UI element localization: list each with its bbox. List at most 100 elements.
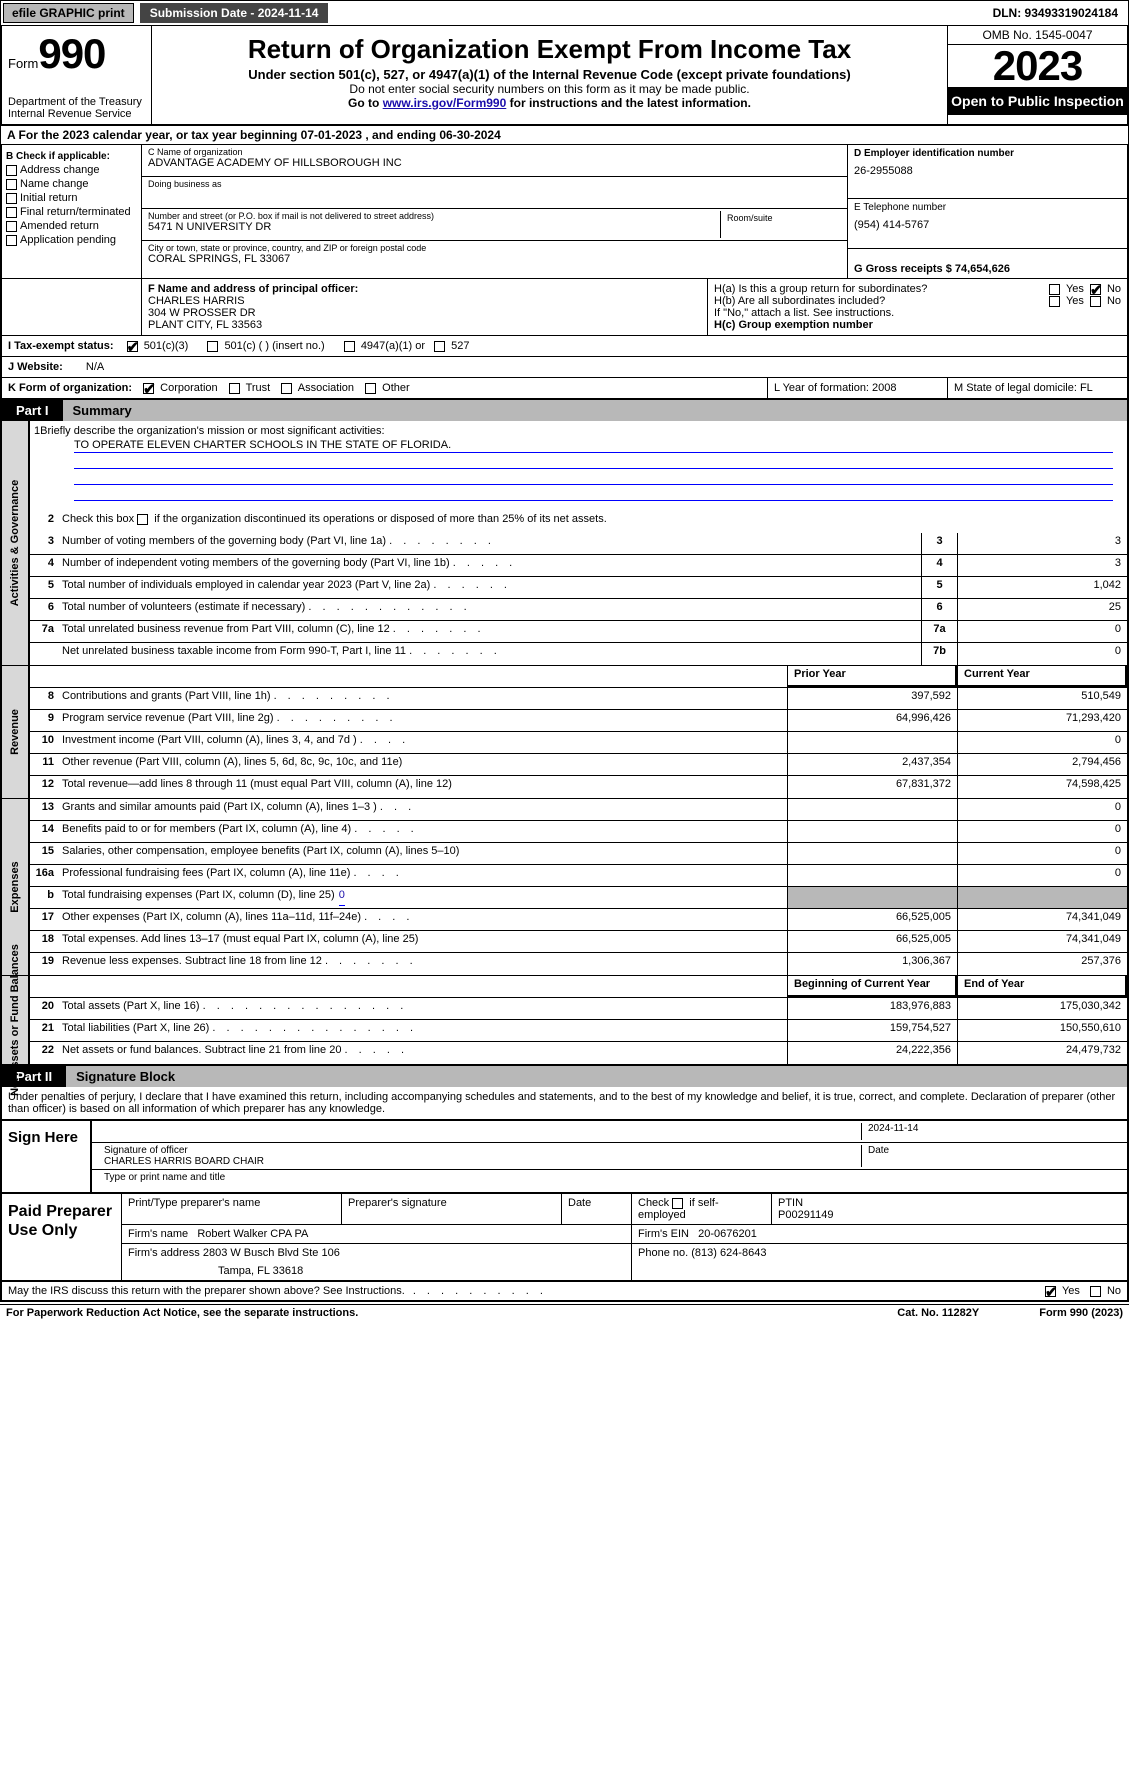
line16b-prior [787, 887, 957, 908]
discuss-no[interactable] [1090, 1286, 1101, 1297]
header-sub1: Under section 501(c), 527, or 4947(a)(1)… [158, 67, 941, 82]
line1-desc: Briefly describe the organization's miss… [40, 425, 384, 437]
discuss-yes[interactable] [1045, 1286, 1056, 1297]
line9-desc: Program service revenue (Part VIII, line… [58, 710, 787, 731]
line6-desc: Total number of volunteers (estimate if … [58, 599, 921, 620]
ha-yes[interactable] [1049, 284, 1060, 295]
no-label: No [1107, 283, 1121, 295]
check-pending[interactable] [6, 235, 17, 246]
check-discontinued[interactable] [137, 514, 148, 525]
form-title: Return of Organization Exempt From Incom… [158, 34, 941, 65]
line16a-desc: Professional fundraising fees (Part IX, … [58, 865, 787, 886]
hb-no[interactable] [1090, 296, 1101, 307]
line7a-box: 7a [921, 621, 957, 642]
suite-label: Room/suite [727, 213, 835, 223]
mission-blank2 [74, 471, 1113, 485]
group-activities: Activities & Governance 1Briefly describ… [0, 421, 1129, 666]
check-4947[interactable] [344, 341, 355, 352]
addr-label: Number and street (or P.O. box if mail i… [148, 211, 720, 221]
line10-num: 10 [30, 732, 58, 753]
efile-print-button[interactable]: efile GRAPHIC print [3, 3, 134, 23]
header-right: OMB No. 1545-0047 2023 Open to Public In… [947, 26, 1127, 124]
check-assoc[interactable] [281, 383, 292, 394]
discuss-yes-label: Yes [1062, 1285, 1080, 1297]
hdr-end: End of Year [957, 976, 1127, 997]
side-revenue: Revenue [2, 666, 30, 798]
line4-desc: Number of independent voting members of … [58, 555, 921, 576]
check-527[interactable] [434, 341, 445, 352]
tel-label: E Telephone number [854, 202, 1121, 213]
check-address[interactable] [6, 165, 17, 176]
check-name[interactable] [6, 179, 17, 190]
line11-desc: Other revenue (Part VIII, column (A), li… [58, 754, 787, 775]
check-other[interactable] [365, 383, 376, 394]
hb-yes[interactable] [1049, 296, 1060, 307]
group-expenses: Expenses 13Grants and similar amounts pa… [0, 799, 1129, 976]
tax-year-range: A For the 2023 calendar year, or tax yea… [0, 126, 1129, 145]
discuss-no-label: No [1107, 1285, 1121, 1297]
side-activities: Activities & Governance [2, 421, 30, 665]
state-domicile: M State of legal domicile: FL [948, 378, 1127, 398]
prep-date-hdr: Date [562, 1194, 632, 1224]
firm-name-cell: Firm's name Robert Walker CPA PA [122, 1225, 632, 1243]
line19-desc: Revenue less expenses. Subtract line 18 … [58, 953, 787, 975]
check-501c[interactable] [207, 341, 218, 352]
check-initial[interactable] [6, 193, 17, 204]
firm-ein-cell: Firm's EIN 20-0676201 [632, 1225, 1127, 1243]
check-self-emp[interactable] [672, 1198, 683, 1209]
sign-here-label: Sign Here [2, 1121, 92, 1192]
opt-corp: Corporation [160, 382, 217, 394]
line19-curr: 257,376 [957, 953, 1127, 975]
check-amended[interactable] [6, 221, 17, 232]
line17-curr: 74,341,049 [957, 909, 1127, 930]
line16b-num: b [30, 887, 58, 908]
opt-initial: Initial return [20, 192, 77, 204]
line21-prior: 159,754,527 [787, 1020, 957, 1041]
open-inspection: Open to Public Inspection [948, 87, 1127, 115]
k-row: K Form of organization: Corporation Trus… [0, 378, 1129, 400]
line16b-desc: Total fundraising expenses (Part IX, col… [58, 887, 787, 908]
check-final[interactable] [6, 207, 17, 218]
line4-val: 3 [957, 555, 1127, 576]
f-h-row: F Name and address of principal officer:… [0, 279, 1129, 336]
line12-prior: 67,831,372 [787, 776, 957, 798]
line15-num: 15 [30, 843, 58, 864]
line16a-curr: 0 [957, 865, 1127, 886]
ha-no[interactable] [1090, 284, 1101, 295]
line20-curr: 175,030,342 [957, 998, 1127, 1019]
line20-num: 20 [30, 998, 58, 1019]
line14-num: 14 [30, 821, 58, 842]
line16a-num: 16a [30, 865, 58, 886]
top-bar: efile GRAPHIC print Submission Date - 20… [0, 0, 1129, 26]
opt-amended: Amended return [20, 220, 99, 232]
col-b-label: B Check if applicable: [6, 151, 137, 162]
line17-prior: 66,525,005 [787, 909, 957, 930]
line6-val: 25 [957, 599, 1127, 620]
city-label: City or town, state or province, country… [148, 243, 841, 253]
yes-label: Yes [1066, 283, 1084, 295]
line14-desc: Benefits paid to or for members (Part IX… [58, 821, 787, 842]
line3-box: 3 [921, 533, 957, 554]
h-block: H(a) Is this a group return for subordin… [707, 279, 1127, 335]
check-trust[interactable] [229, 383, 240, 394]
prep-sig-hdr: Preparer's signature [342, 1194, 562, 1224]
line21-desc: Total liabilities (Part X, line 26) . . … [58, 1020, 787, 1041]
group-revenue: Revenue Prior YearCurrent Year 8Contribu… [0, 666, 1129, 799]
dept-treasury: Department of the Treasury [8, 96, 145, 108]
line6-num: 6 [30, 599, 58, 620]
line16b-link[interactable]: 0 [339, 889, 345, 906]
irs-link[interactable]: www.irs.gov/Form990 [383, 96, 507, 110]
line17-desc: Other expenses (Part IX, column (A), lin… [58, 909, 787, 930]
check-corp[interactable] [143, 383, 154, 394]
line7b-box: 7b [921, 643, 957, 665]
line7a-val: 0 [957, 621, 1127, 642]
line4-num: 4 [30, 555, 58, 576]
sign-here-block: Sign Here 2024-11-14 Signature of office… [0, 1121, 1129, 1194]
check-501c3[interactable] [127, 341, 138, 352]
line3-num: 3 [30, 533, 58, 554]
line13-curr: 0 [957, 799, 1127, 820]
line18-desc: Total expenses. Add lines 13–17 (must eq… [58, 931, 787, 952]
line7b-val: 0 [957, 643, 1127, 665]
line10-curr: 0 [957, 732, 1127, 753]
line11-num: 11 [30, 754, 58, 775]
